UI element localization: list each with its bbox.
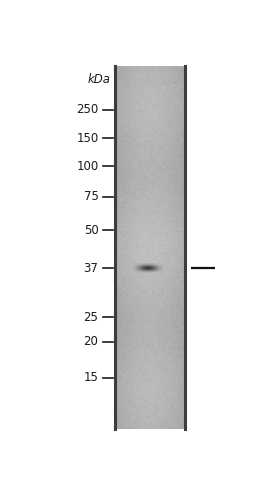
Text: 25: 25	[84, 311, 99, 324]
Text: 100: 100	[76, 160, 99, 173]
Text: 75: 75	[84, 190, 99, 203]
Text: 37: 37	[84, 262, 99, 275]
Text: 150: 150	[76, 131, 99, 145]
Text: 15: 15	[84, 371, 99, 384]
Text: 20: 20	[84, 335, 99, 348]
Text: kDa: kDa	[88, 73, 111, 86]
Text: 50: 50	[84, 224, 99, 237]
Text: 250: 250	[76, 103, 99, 116]
